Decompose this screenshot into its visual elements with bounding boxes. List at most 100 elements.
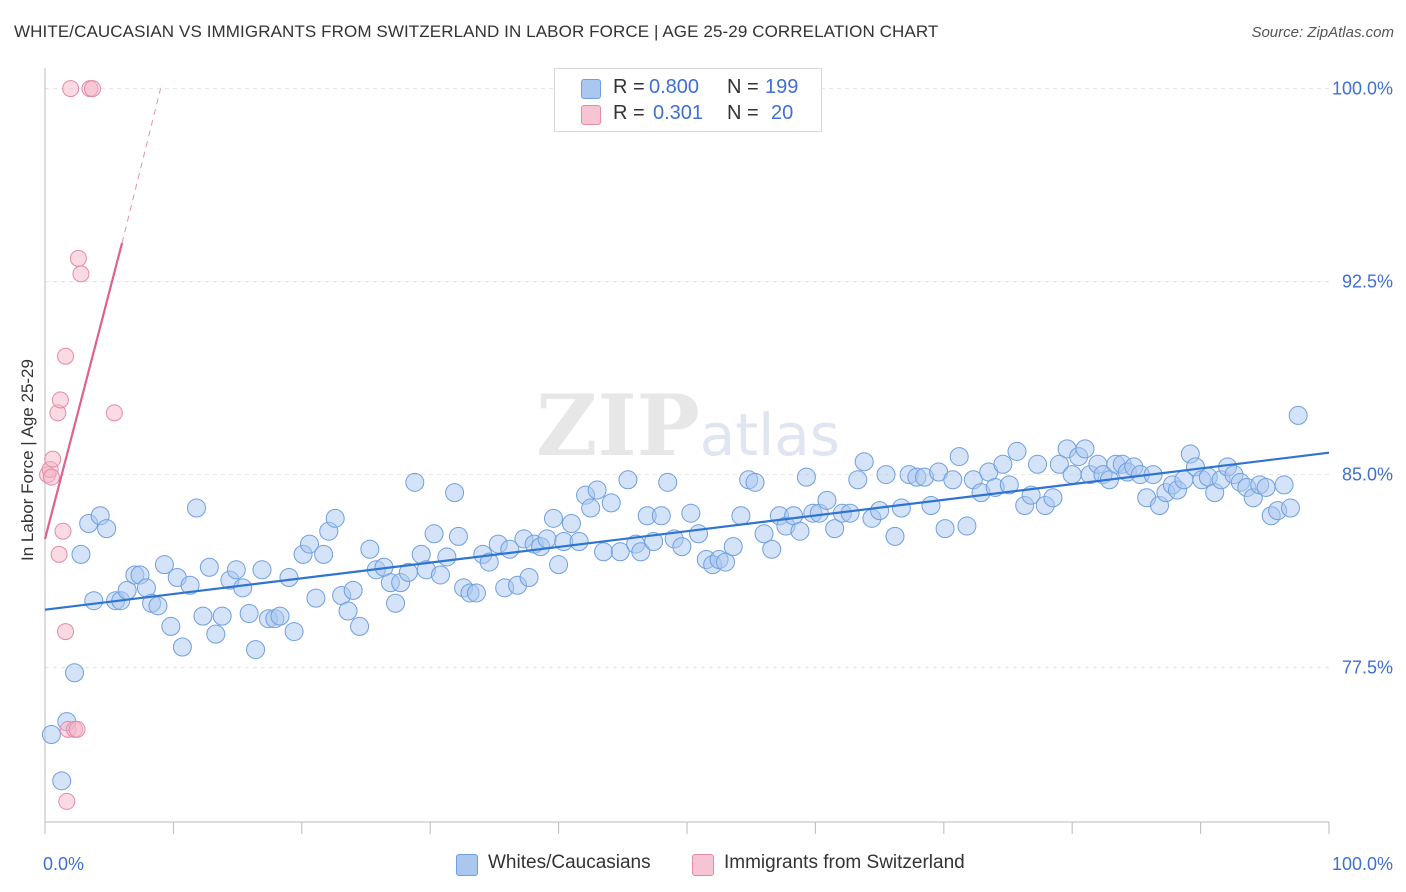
legend-r-value: 0.301 — [653, 102, 704, 124]
data-point-whites — [594, 542, 614, 562]
trend-lines — [43, 88, 1330, 611]
data-point-whites — [325, 508, 345, 528]
legend-n-label: N = — [727, 102, 759, 124]
data-point-whites — [233, 578, 253, 598]
trend-line-swiss — [43, 242, 124, 540]
data-point-whites — [921, 495, 941, 515]
data-point-whites — [445, 483, 465, 503]
data-point-whites — [239, 604, 259, 624]
data-point-whites — [610, 542, 630, 562]
legend-swatch-whites — [581, 79, 601, 99]
x-tick-label: 100.0% — [1332, 854, 1393, 874]
x-tick-label: 0.0% — [43, 854, 84, 874]
data-point-whites — [762, 539, 782, 559]
data-point-whites — [1007, 441, 1027, 461]
data-point-whites — [581, 498, 601, 518]
data-point-whites — [848, 470, 868, 490]
data-point-whites — [745, 472, 765, 492]
data-point-whites — [343, 580, 363, 600]
data-point-whites — [448, 526, 468, 546]
data-point-whites — [723, 537, 743, 557]
tick-labels: 77.5% 85.0% 92.5% 100.0% 0.0% 100.0% — [43, 79, 1393, 874]
data-point-whites — [386, 593, 406, 613]
data-point-whites — [891, 498, 911, 518]
data-point-whites — [84, 591, 104, 611]
data-point-whites — [519, 568, 539, 588]
data-point-whites — [854, 452, 874, 472]
bottom-legend-label: Whites/Caucasians — [488, 852, 651, 873]
data-point-whites — [817, 490, 837, 510]
data-point-whites — [644, 532, 664, 552]
data-point-whites — [631, 542, 651, 562]
data-point-whites — [279, 568, 299, 588]
data-point-whites — [1049, 454, 1069, 474]
data-point-whites — [41, 725, 61, 745]
data-point-whites — [437, 547, 457, 567]
data-point-whites — [252, 560, 272, 580]
data-point-whites — [885, 526, 905, 546]
data-point-whites — [52, 771, 72, 791]
data-point-whites — [212, 606, 232, 626]
legend-r-label: R = — [613, 76, 645, 98]
bottom-legend-swatch-whites — [456, 854, 478, 876]
data-point-whites — [993, 454, 1013, 474]
data-point-whites — [405, 472, 425, 492]
data-point-whites — [840, 503, 860, 523]
legend-r-value: 0.800 — [649, 76, 700, 98]
data-point-whites — [561, 513, 581, 533]
data-point-whites — [549, 555, 569, 575]
data-point-whites — [360, 539, 380, 559]
data-point-whites — [306, 588, 326, 608]
data-point-whites — [479, 552, 499, 572]
data-point-whites — [569, 532, 589, 552]
data-point-whites — [790, 521, 810, 541]
data-point-whites — [876, 465, 896, 485]
legend-n-label: N = — [727, 76, 759, 98]
data-point-whites — [226, 560, 246, 580]
data-point-whites — [870, 501, 890, 521]
data-point-whites — [65, 663, 85, 683]
data-point-whites — [466, 583, 486, 603]
data-point-whites — [999, 475, 1019, 495]
y-tick-label: 85.0% — [1342, 465, 1393, 485]
chart-title: WHITE/CAUCASIAN VS IMMIGRANTS FROM SWITZ… — [14, 22, 939, 41]
data-point-whites — [587, 480, 607, 500]
data-point-whites — [430, 565, 450, 585]
data-point-whites — [350, 616, 370, 636]
axes — [44, 68, 1330, 834]
source-label: Source: ZipAtlas.com — [1251, 24, 1394, 41]
data-point-whites — [754, 524, 774, 544]
data-point-whites — [949, 447, 969, 467]
data-point-whites — [1256, 477, 1276, 497]
correlation-legend: R = 0.800 N = 199 R = 0.301 N = 20 — [554, 68, 822, 132]
trend-line-swiss-extension — [121, 88, 162, 244]
data-point-swiss — [44, 450, 62, 468]
y-tick-label: 100.0% — [1332, 79, 1393, 99]
data-point-whites — [672, 537, 692, 557]
data-point-whites — [1062, 465, 1082, 485]
data-point-whites — [796, 467, 816, 487]
data-point-swiss — [84, 80, 102, 98]
bottom-legend-label: Immigrants from Switzerland — [724, 852, 965, 873]
trend-line-whites — [44, 451, 1330, 611]
watermark: ZIPatlas — [536, 376, 840, 475]
data-point-whites — [148, 596, 168, 616]
data-point-swiss — [105, 404, 123, 422]
data-point-swiss — [58, 792, 76, 810]
legend-n-value: 199 — [765, 76, 799, 98]
data-point-whites — [300, 534, 320, 554]
data-point-whites — [658, 472, 678, 492]
data-point-whites — [180, 575, 200, 595]
data-point-swiss — [50, 545, 68, 563]
data-point-whites — [716, 552, 736, 572]
data-point-swiss — [69, 249, 87, 267]
data-point-swiss — [62, 80, 80, 98]
data-point-whites — [543, 508, 563, 528]
data-point-whites — [206, 624, 226, 644]
data-point-whites — [172, 637, 192, 657]
data-point-swiss — [57, 623, 75, 641]
data-point-swiss — [57, 347, 75, 365]
data-point-whites — [618, 470, 638, 490]
y-tick-label: 92.5% — [1342, 272, 1393, 292]
